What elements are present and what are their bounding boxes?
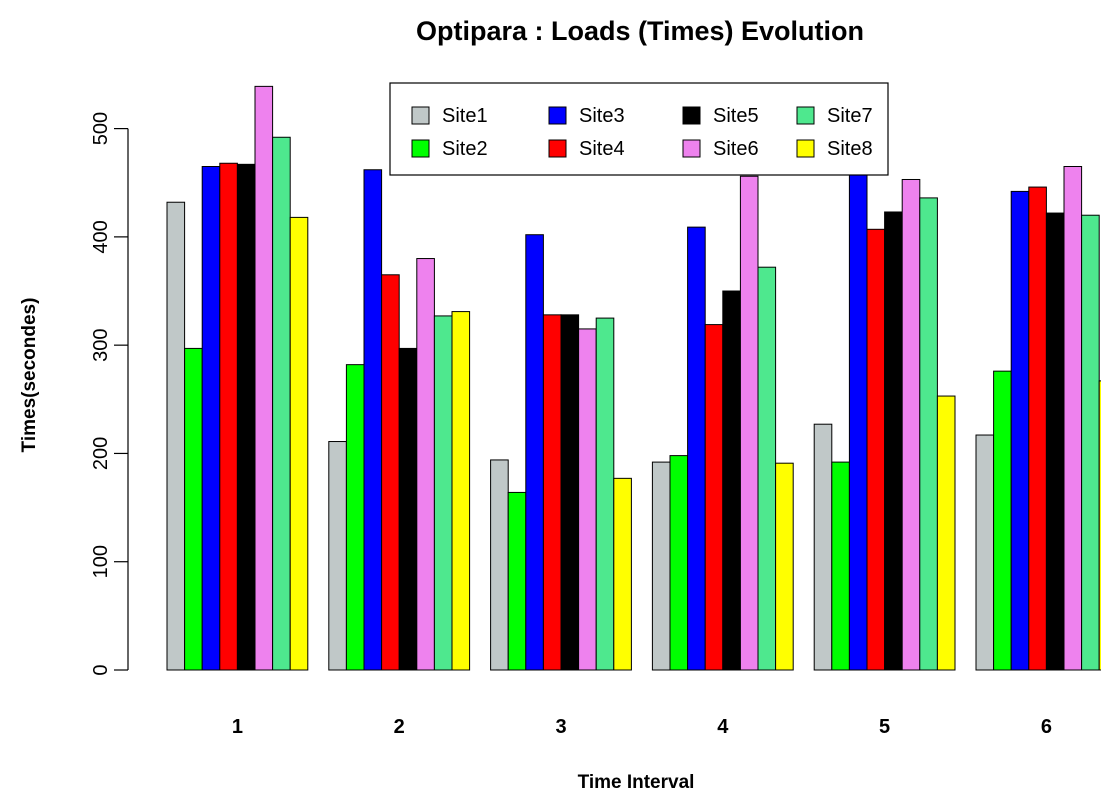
legend-label-site6: Site6 xyxy=(713,138,759,160)
bar-site7-interval-5 xyxy=(920,198,938,670)
bar-site7-interval-6 xyxy=(1082,215,1100,670)
bar-site7-interval-1 xyxy=(273,137,291,670)
legend-label-site7: Site7 xyxy=(827,105,873,127)
bar-site8-interval-1 xyxy=(290,217,308,670)
bar-site1-interval-5 xyxy=(814,424,832,670)
bar-site1-interval-4 xyxy=(652,462,670,670)
bar-site3-interval-3 xyxy=(526,235,544,670)
bar-site3-interval-1 xyxy=(202,167,220,671)
bar-site8-interval-5 xyxy=(937,396,955,670)
legend-label-site1: Site1 xyxy=(442,105,488,127)
bar-site6-interval-5 xyxy=(902,179,920,670)
bar-site2-interval-3 xyxy=(508,492,526,670)
x-axis-title: Time Interval xyxy=(578,772,695,793)
bar-site2-interval-6 xyxy=(994,371,1012,670)
bar-site5-interval-3 xyxy=(561,315,579,670)
y-tick-label: 200 xyxy=(90,437,112,470)
x-tick-label: 2 xyxy=(394,716,405,738)
bar-site5-interval-1 xyxy=(237,164,255,670)
y-tick-label: 500 xyxy=(90,112,112,145)
bar-site3-interval-5 xyxy=(849,170,867,670)
x-tick-label: 4 xyxy=(717,716,729,738)
legend-label-site3: Site3 xyxy=(579,105,625,127)
y-tick-label: 0 xyxy=(90,664,112,675)
legend-swatch-site8 xyxy=(797,140,814,157)
bar-site8-interval-2 xyxy=(452,312,470,670)
bar-site8-interval-3 xyxy=(614,478,632,670)
legend-label-site8: Site8 xyxy=(827,138,873,160)
x-tick-label: 1 xyxy=(232,716,243,738)
y-axis-title: Times(secondes) xyxy=(19,298,40,453)
bar-site3-interval-6 xyxy=(1011,191,1029,670)
x-axis: 1 2 3 4 5 6 xyxy=(232,716,1052,738)
y-tick-label: 300 xyxy=(90,328,112,361)
bar-site1-interval-6 xyxy=(976,435,994,670)
bar-site4-interval-3 xyxy=(543,315,561,670)
bar-site7-interval-4 xyxy=(758,267,776,670)
y-axis: 0 100 200 300 400 500 xyxy=(90,112,128,676)
bar-site5-interval-6 xyxy=(1046,213,1064,670)
x-tick-label: 5 xyxy=(879,716,890,738)
chart-title: Optipara : Loads (Times) Evolution xyxy=(416,16,864,46)
bar-site1-interval-1 xyxy=(167,202,185,670)
legend: Site1 Site2 Site3 Site4 Site5 Site6 Site7 Site8 xyxy=(390,83,888,175)
bar-site6-interval-6 xyxy=(1064,167,1082,671)
bar-site4-interval-6 xyxy=(1029,187,1047,670)
bar-site2-interval-2 xyxy=(346,365,364,670)
legend-swatch-site7 xyxy=(797,107,814,124)
legend-label-site2: Site2 xyxy=(442,138,488,160)
bar-site2-interval-1 xyxy=(185,348,203,670)
y-tick-label: 400 xyxy=(90,220,112,253)
legend-swatch-site6 xyxy=(683,140,700,157)
legend-swatch-site1 xyxy=(412,107,429,124)
bar-site5-interval-4 xyxy=(723,291,741,670)
bar-site2-interval-4 xyxy=(670,456,688,670)
bar-site2-interval-5 xyxy=(832,462,850,670)
legend-label-site5: Site5 xyxy=(713,105,759,127)
bar-site7-interval-3 xyxy=(596,318,614,670)
bar-site4-interval-1 xyxy=(220,163,238,670)
bar-site6-interval-1 xyxy=(255,86,273,670)
y-tick-label: 100 xyxy=(90,545,112,578)
bar-site6-interval-3 xyxy=(579,329,597,670)
bar-site7-interval-2 xyxy=(434,316,452,670)
legend-swatch-site5 xyxy=(683,107,700,124)
bar-site4-interval-2 xyxy=(382,275,400,670)
x-tick-label: 6 xyxy=(1041,716,1052,738)
bar-site5-interval-5 xyxy=(885,212,903,670)
legend-swatch-site2 xyxy=(412,140,429,157)
legend-box xyxy=(390,83,888,175)
bar-site1-interval-2 xyxy=(329,442,347,670)
bar-site4-interval-5 xyxy=(867,229,885,670)
bar-site6-interval-2 xyxy=(417,259,435,670)
bar-site4-interval-4 xyxy=(705,325,723,670)
bar-site5-interval-2 xyxy=(399,348,417,670)
legend-swatch-site4 xyxy=(549,140,566,157)
bar-site8-interval-4 xyxy=(776,463,794,670)
x-tick-label: 3 xyxy=(555,716,566,738)
legend-label-site4: Site4 xyxy=(579,138,625,160)
bar-site1-interval-3 xyxy=(491,460,509,670)
bar-site3-interval-2 xyxy=(364,170,382,670)
bar-site6-interval-4 xyxy=(740,176,758,670)
bar-site3-interval-4 xyxy=(688,227,706,670)
legend-swatch-site3 xyxy=(549,107,566,124)
